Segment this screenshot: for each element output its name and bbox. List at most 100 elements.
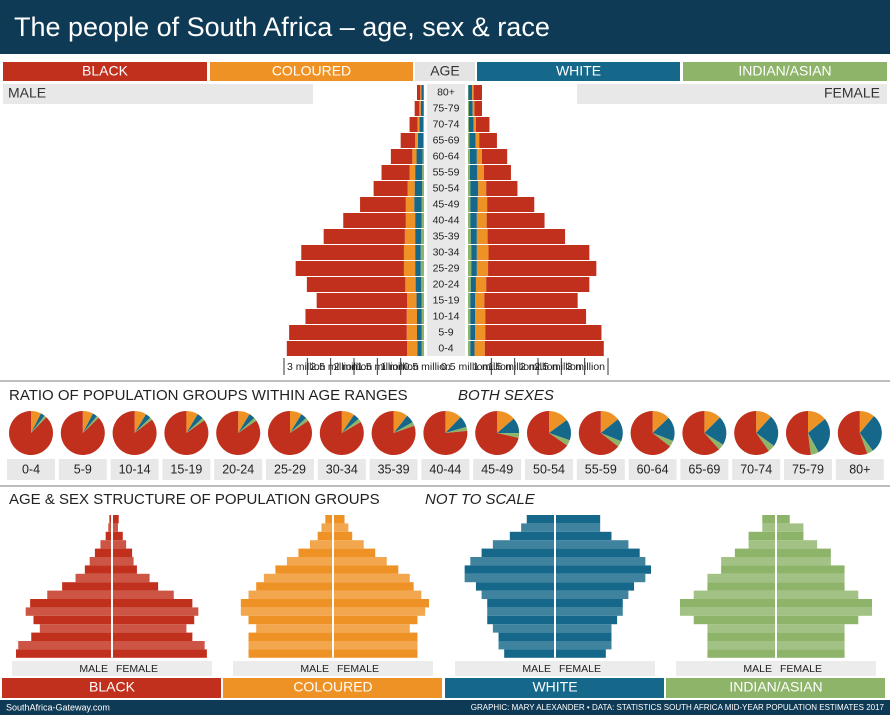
pie-wedge	[808, 411, 825, 433]
x-tick-label: 3 million	[566, 361, 605, 373]
small-bar-male	[109, 515, 112, 524]
bar-male	[407, 293, 417, 308]
pie-label: 50-54	[533, 462, 565, 476]
pie-wedge	[652, 417, 675, 442]
male-label: MALE	[79, 663, 108, 675]
bar-female	[470, 181, 479, 196]
pie-label: 35-39	[378, 462, 410, 476]
bar-male	[421, 325, 424, 340]
bar-female	[488, 245, 590, 260]
small-bar-female	[555, 565, 651, 574]
bar-male	[305, 309, 407, 324]
age-label: 40-44	[433, 214, 460, 226]
pie-wedge	[82, 411, 93, 433]
bar-male	[420, 101, 424, 116]
bar-male	[404, 229, 416, 244]
small-bar-female	[112, 599, 193, 608]
small-bar-male	[275, 565, 333, 574]
bar-female	[469, 133, 476, 148]
small-bar-male	[748, 531, 776, 541]
bar-female	[474, 341, 485, 356]
pie-wedge	[82, 416, 99, 433]
small-bar-male	[693, 590, 776, 599]
small-bar-male	[108, 523, 112, 532]
bar-male	[420, 85, 422, 100]
pie-wedge	[31, 413, 45, 433]
small-bar-female	[333, 590, 422, 599]
small-bar-female	[776, 632, 845, 641]
pie-label: 20-24	[222, 462, 254, 476]
small-bar-female	[333, 523, 349, 532]
bar-female	[468, 101, 469, 116]
pie-wedge	[445, 411, 461, 433]
bar-female	[470, 197, 478, 212]
small-bar-male	[509, 531, 555, 541]
female-label: FEMALE	[337, 663, 379, 675]
small-bar-female	[333, 599, 429, 608]
x-tick-label: 1 million	[380, 361, 419, 373]
small-bar-male	[707, 582, 776, 591]
pie-wedge	[704, 411, 720, 433]
pie-wedge	[268, 411, 312, 456]
pie-wedge	[82, 413, 97, 433]
bar-female	[485, 325, 602, 340]
pie-label: 70-74	[740, 462, 772, 476]
bar-male	[406, 309, 417, 324]
small-bar-male	[748, 540, 776, 549]
male-label: MALE	[522, 663, 551, 675]
bar-female	[487, 229, 566, 244]
small-bar-female	[555, 515, 601, 524]
age-label: 25-29	[433, 262, 460, 274]
bar-female	[484, 293, 578, 308]
bar-female	[470, 309, 475, 324]
pie-label-box	[58, 459, 107, 480]
small-bar-male	[487, 615, 555, 625]
bar-male	[343, 213, 406, 228]
small-bar-male	[248, 649, 333, 658]
sex-label-box	[12, 661, 212, 676]
bar-male	[422, 165, 424, 180]
group-label: INDIAN/ASIAN	[729, 679, 822, 695]
sex-label-box	[676, 661, 876, 676]
small-bar-male	[693, 615, 776, 625]
bar-female	[475, 117, 490, 132]
pie-label: 75-79	[792, 462, 824, 476]
pie-label-box	[525, 459, 573, 480]
small-bar-female	[776, 582, 845, 591]
bar-male	[415, 277, 422, 292]
legend-label: BLACK	[82, 63, 129, 79]
pie-label-box	[732, 459, 781, 480]
pie-wedge	[393, 411, 408, 433]
small-bar-female	[333, 582, 414, 591]
bar-female	[475, 277, 487, 292]
small-bar-male	[721, 565, 776, 574]
small-bar-female	[112, 641, 205, 650]
bar-female	[475, 293, 485, 308]
bar-female	[468, 277, 471, 292]
bar-female	[470, 213, 477, 228]
pie-wedge	[652, 433, 674, 447]
small-bar-female	[555, 615, 618, 625]
pie-wedge	[186, 411, 198, 433]
pie-wedge	[734, 411, 769, 455]
small-bar-male	[256, 624, 333, 633]
pie-wedge	[8, 411, 53, 456]
small-bar-male	[504, 649, 555, 658]
x-tick-label: 2 million	[520, 361, 559, 373]
pie-label: 25-29	[274, 462, 306, 476]
small-bar-female	[776, 615, 859, 625]
bar-female	[468, 325, 471, 340]
pie-wedge	[549, 411, 567, 433]
bar-female	[470, 277, 476, 292]
legend-label: COLOURED	[272, 63, 351, 79]
bar-female	[471, 261, 477, 276]
small-bar-female	[333, 540, 364, 549]
pie-wedge	[134, 411, 147, 433]
small-bar-male	[680, 607, 776, 616]
bar-male	[415, 261, 421, 276]
bar-female	[468, 181, 471, 196]
bar-female	[468, 229, 471, 244]
legend-label: WHITE	[556, 63, 601, 79]
age-label: 50-54	[433, 182, 460, 194]
age-header: AGE	[430, 63, 460, 79]
